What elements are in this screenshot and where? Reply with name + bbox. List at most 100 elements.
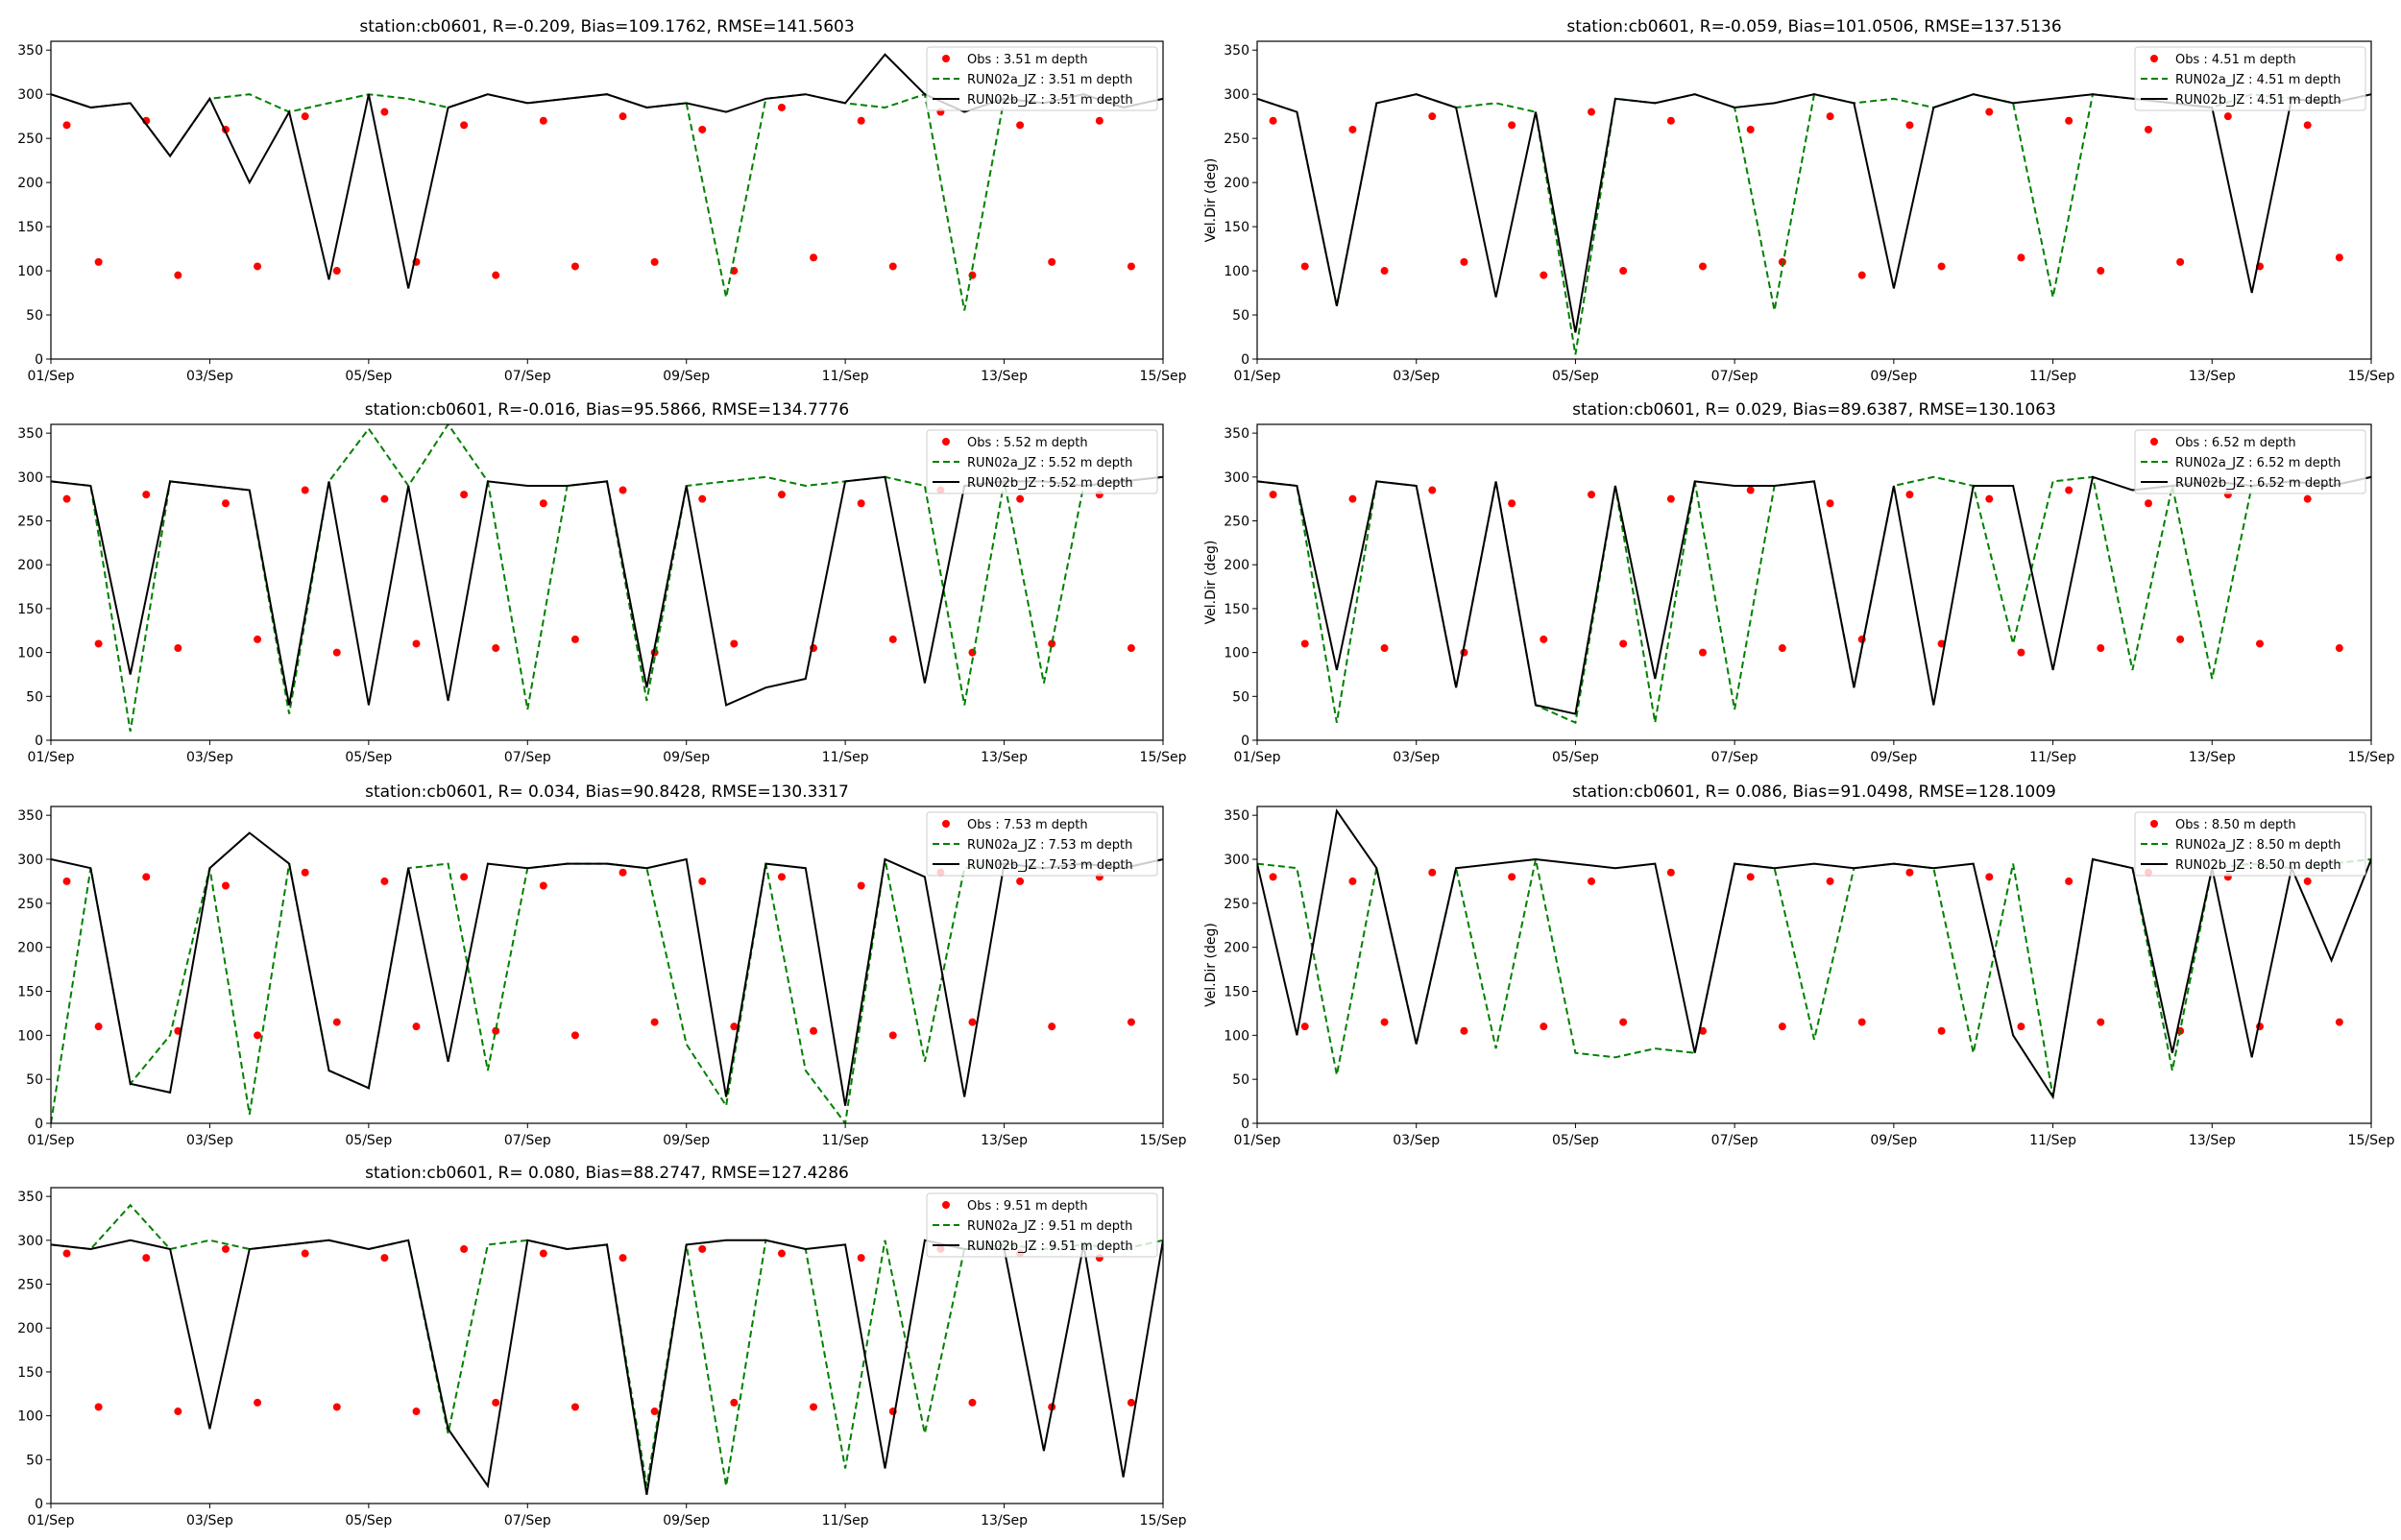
y-tick-label: 50 [1232,1072,1249,1088]
x-tick-label: 09/Sep [663,369,710,384]
y-tick-label: 0 [35,1497,43,1512]
obs-point [1428,868,1437,877]
legend-label: RUN02b_JZ : 4.51 m depth [2175,93,2341,108]
x-tick-label: 03/Sep [1393,750,1440,765]
obs-point [460,491,469,499]
obs-point [1985,108,1994,116]
obs-point [777,491,786,499]
obs-point [618,486,627,494]
y-tick-label: 100 [17,1028,43,1044]
x-tick-label: 11/Sep [822,750,869,765]
obs-point [1778,257,1786,266]
panel: station:cb0601, R= 0.034, Bias=90.8428, … [17,782,1186,1148]
x-tick-label: 05/Sep [1552,750,1599,765]
x-tick-label: 05/Sep [345,369,392,384]
y-tick-label: 350 [17,43,43,59]
obs-point [1985,873,1994,881]
obs-point [650,257,659,266]
y-tick-label: 100 [17,264,43,279]
x-tick-label: 09/Sep [1870,369,1917,384]
y-tick-label: 50 [26,308,43,324]
obs-point [1460,1026,1468,1035]
obs-point [1699,648,1707,657]
obs-point [2065,116,2074,125]
x-tick-label: 15/Sep [2348,369,2395,384]
obs-point [2065,486,2074,494]
obs-point [1508,499,1516,508]
obs-point [1619,267,1628,276]
obs-point [460,873,469,881]
x-tick-label: 13/Sep [2189,750,2236,765]
obs-point [810,1026,818,1035]
obs-point [380,1254,389,1263]
obs-point [1348,494,1357,503]
legend-marker [942,55,950,62]
obs-point [570,635,579,643]
obs-point [221,499,230,508]
model-line [51,831,1163,1106]
legend-label: RUN02b_JZ : 8.50 m depth [2175,858,2341,873]
obs-point [460,121,469,130]
model-line [1257,93,2371,333]
legend-box [2134,429,2366,494]
obs-point [1016,121,1025,130]
legend-label: RUN02a_JZ : 6.52 m depth [2175,456,2340,470]
obs-point [1746,873,1755,881]
obs-point [539,499,547,508]
legend: Obs : 8.50 m depth RUN02a_JZ : 8.50 m dep… [2134,811,2366,877]
legend-label: Obs : 4.51 m depth [2175,53,2296,67]
obs-point [618,112,627,121]
obs-point [539,116,547,125]
obs-point [698,125,707,133]
obs-point [1826,112,1834,121]
y-tick-label: 0 [1241,1117,1249,1132]
x-tick-label: 03/Sep [1393,369,1440,384]
obs-point [380,108,389,116]
x-tick-label: 09/Sep [1870,1133,1917,1148]
y-tick-label: 200 [1224,558,1249,573]
legend-label: Obs : 6.52 m depth [2175,436,2296,450]
x-tick-label: 09/Sep [663,750,710,765]
y-axis-label: Vel.Dir (deg) [1203,923,1219,1007]
y-tick-label: 50 [26,689,43,705]
obs-point [1540,271,1548,279]
y-tick-label: 50 [26,1453,43,1468]
legend-label: Obs : 5.52 m depth [967,436,1088,450]
obs-point [888,1031,897,1040]
x-tick-label: 07/Sep [504,369,551,384]
y-tick-label: 250 [1224,515,1249,530]
obs-point [1269,491,1277,499]
legend-label: RUN02a_JZ : 5.52 m depth [967,456,1132,470]
x-tick-label: 01/Sep [1234,369,1281,384]
x-tick-label: 07/Sep [1711,750,1758,765]
legend-label: RUN02b_JZ : 3.51 m depth [967,93,1133,108]
obs-point [2335,644,2343,653]
panel: station:cb0601, R= 0.080, Bias=88.2747, … [17,1164,1186,1528]
legend: Obs : 4.51 m depth RUN02a_JZ : 4.51 m dep… [2134,46,2366,111]
x-tick-label: 11/Sep [2029,369,2076,384]
obs-point [254,635,262,643]
obs-point [2335,253,2343,262]
model-line [1257,92,2371,355]
obs-point [332,1403,341,1411]
x-tick-label: 03/Sep [1393,1133,1440,1148]
obs-point [142,1254,151,1263]
x-tick-label: 03/Sep [186,1513,233,1528]
panel: station:cb0601, R= 0.029, Bias=89.6387, … [1203,400,2395,765]
x-tick-label: 03/Sep [186,750,233,765]
x-tick-label: 07/Sep [504,750,551,765]
x-tick-label: 01/Sep [1234,1133,1281,1148]
x-tick-label: 01/Sep [28,1133,75,1148]
obs-point [1746,486,1755,494]
x-tick-label: 05/Sep [345,750,392,765]
model-line [1257,857,2371,1097]
y-tick-label: 200 [1224,176,1249,191]
legend-marker [942,438,950,445]
y-tick-label: 50 [1232,308,1249,324]
y-axis-label: Vel.Dir (deg) [1203,541,1219,625]
x-tick-label: 05/Sep [1552,1133,1599,1148]
x-tick-label: 15/Sep [1140,1513,1187,1528]
obs-point [1127,1398,1135,1407]
legend-label: RUN02b_JZ : 7.53 m depth [967,858,1133,873]
obs-point [730,1023,739,1031]
